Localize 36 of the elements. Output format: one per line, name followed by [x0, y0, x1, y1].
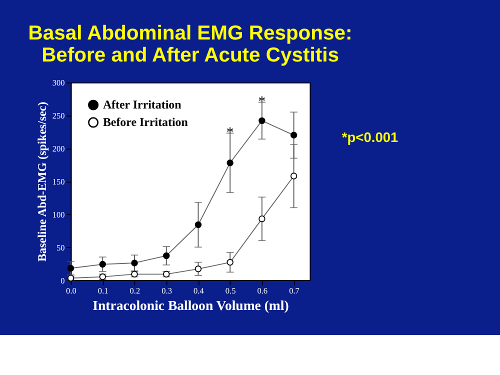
annotation: *: [258, 94, 266, 110]
text: Basal Abdominal EMG Response:: [28, 22, 352, 44]
text: Before and After Acute Cystitis: [42, 44, 339, 66]
point: [67, 264, 74, 272]
point: [226, 258, 234, 266]
point: [99, 260, 106, 268]
point: [194, 221, 202, 228]
annotation: *: [226, 124, 234, 141]
y-tick-label: 200: [52, 144, 65, 154]
legend-label: After Irritation: [102, 98, 182, 112]
y-tick-label: 50: [56, 243, 65, 252]
point: [258, 117, 266, 124]
point: [162, 252, 170, 260]
x-tick-label: 0.2: [130, 286, 140, 296]
y-tick-label: 150: [52, 178, 65, 187]
point: [194, 266, 202, 272]
y-axis-title: Baseline Abd-EMG (spikes/sec): [34, 102, 49, 262]
y-tick-label: 100: [52, 210, 65, 220]
x-axis-title: Intracolonic Balloon Volume (ml): [92, 298, 289, 313]
x-tick-label: 0.3: [162, 286, 172, 296]
y-tick-label: 300: [52, 78, 65, 88]
x-tick-label: 0.5: [225, 286, 236, 296]
text: *p<0.001: [342, 130, 399, 146]
x-tick-label: 0.0: [66, 286, 76, 296]
y-tick-label: 250: [52, 112, 65, 121]
legend-label: Before Irritation: [102, 115, 188, 130]
point: [258, 215, 266, 222]
x-tick-label: 0.1: [98, 286, 108, 296]
x-tick-label: 0.4: [194, 286, 204, 296]
y-tick-label: 0: [60, 276, 65, 286]
x-tick-label: 0.7: [289, 286, 300, 296]
point: [290, 172, 298, 180]
x-tick-label: 0.6: [257, 286, 268, 296]
point: [131, 260, 138, 266]
point: [290, 132, 298, 139]
point: [226, 159, 234, 166]
